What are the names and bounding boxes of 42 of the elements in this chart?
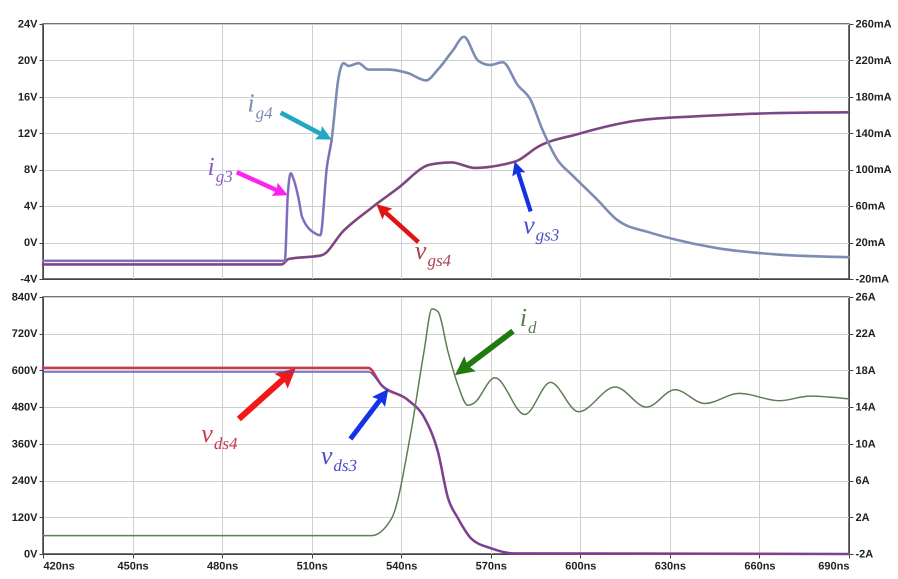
- y-tick-label: 24V: [18, 18, 38, 30]
- y2-tick-label: 2A: [856, 512, 870, 524]
- x-tick-label: 450ns: [117, 560, 149, 572]
- y2-tick-label: 100mA: [856, 164, 892, 176]
- x-tick-label: 480ns: [207, 560, 238, 572]
- y-tick-label: -4V: [20, 274, 38, 286]
- y2-tick-label: -2A: [856, 548, 874, 560]
- y-tick-label: 0V: [24, 237, 38, 250]
- y2-tick-label: 10A: [856, 438, 876, 450]
- y2-tick-label: 220mA: [856, 54, 892, 67]
- x-tick-label: 630ns: [654, 560, 686, 572]
- y-tick-label: 120V: [12, 512, 38, 524]
- y2-tick-label: -20mA: [856, 274, 890, 286]
- y2-tick-label: 26A: [856, 292, 876, 304]
- y-tick-label: 720V: [12, 328, 38, 340]
- y2-tick-label: 18A: [856, 364, 876, 377]
- x-tick-label: 570ns: [476, 560, 507, 572]
- y2-tick-label: 260mA: [856, 18, 892, 30]
- y-tick-label: 240V: [12, 475, 38, 488]
- y2-tick-label: 22A: [856, 328, 876, 340]
- y2-tick-label: 60mA: [856, 200, 886, 213]
- y-tick-label: 20V: [18, 54, 38, 67]
- y-tick-label: 8V: [24, 164, 38, 176]
- y-tick-label: 4V: [24, 200, 38, 213]
- y2-tick-label: 140mA: [856, 128, 892, 140]
- y2-tick-label: 14A: [856, 402, 876, 414]
- y-tick-label: 16V: [18, 91, 38, 104]
- x-tick-label: 690ns: [818, 560, 850, 572]
- y-tick-label: 0V: [24, 548, 38, 560]
- y-tick-label: 12V: [18, 128, 38, 140]
- y2-tick-label: 6A: [856, 475, 870, 488]
- y-tick-label: 360V: [12, 438, 38, 450]
- y-tick-label: 480V: [12, 402, 38, 414]
- y2-tick-label: 180mA: [856, 91, 892, 104]
- y2-tick-label: 20mA: [856, 237, 886, 250]
- y-tick-label: 600V: [12, 364, 38, 377]
- x-tick-label: 600ns: [565, 560, 596, 572]
- x-tick-label: 540ns: [386, 560, 418, 572]
- x-tick-label: 420ns: [44, 560, 75, 572]
- x-tick-label: 510ns: [296, 560, 328, 572]
- x-tick-label: 660ns: [744, 560, 776, 572]
- y-tick-label: 840V: [12, 292, 38, 304]
